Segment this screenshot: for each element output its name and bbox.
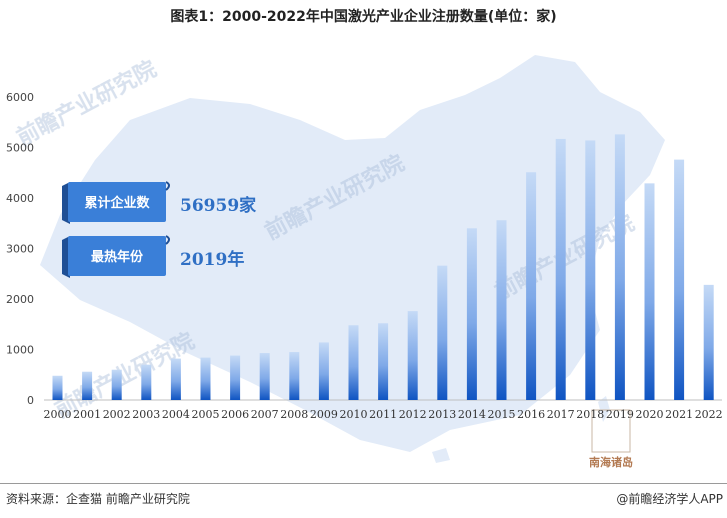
chart-title: 图表1：2000-2022年中国激光产业企业注册数量(单位：家) [170,9,557,25]
x-tick-label: 2003 [132,408,160,421]
x-tick-label: 2020 [636,408,664,421]
y-tick-label: 3000 [6,243,34,256]
bar-2012 [407,311,418,400]
x-tick-label: 2004 [162,408,190,421]
bar-2000 [52,375,63,400]
badge-hottest-year [68,236,166,276]
x-tick-label: 2008 [280,408,308,421]
x-tick-label: 2021 [665,408,693,421]
x-tick-label: 2017 [547,408,575,421]
bar-2010 [348,325,359,400]
bar-2013 [437,265,448,400]
y-axis: 0 1000 2000 3000 4000 5000 6000 [6,91,34,407]
x-tick-label: 2000 [44,408,72,421]
credit-note: @前瞻经济学人APP [616,492,723,506]
stat-cumulative: 累计企业数 56959家 [62,181,256,224]
y-tick-label: 0 [27,394,34,407]
x-tick-label: 2012 [399,408,427,421]
bar-2020 [644,183,655,400]
bar-2022 [703,284,714,400]
bar-chart: 南海诸岛 前瞻产业研究院 前瞻产业研究院 前瞻产业研究院 前瞻产业研究院 010… [6,55,723,469]
stat-label-hottest-year: 最热年份 [91,249,144,265]
x-tick-label: 2015 [488,408,516,421]
bars [52,134,714,401]
x-tick-label: 2022 [695,408,723,421]
y-tick-label: 4000 [6,192,34,205]
x-tick-label: 2006 [221,408,249,421]
bar-2018 [585,140,596,400]
badge-cumulative [68,182,166,222]
y-tick-label: 1000 [6,344,34,357]
x-tick-label: 2018 [576,408,604,421]
bar-2016 [526,172,537,400]
bar-2014 [466,228,477,400]
hainan-island [432,448,450,463]
x-tick-label: 2019 [606,408,634,421]
bar-2007 [259,353,270,400]
bar-2003 [141,364,152,400]
y-tick-label: 6000 [6,91,34,104]
bar-2009 [318,342,329,400]
x-axis: 2000 2001 2002 2003 2004 2005 2006 2007 2008 2009… [44,408,723,421]
source-note: 资料来源：企查猫 前瞻产业研究院 [6,492,190,506]
bar-2017 [555,138,566,401]
south-china-sea-label: 南海诸岛 [589,455,633,469]
x-tick-label: 2011 [369,408,397,421]
x-tick-label: 2014 [458,408,486,421]
south-china-sea-inset [591,409,631,453]
bar-2021 [674,159,685,400]
china-map-silhouette [40,55,665,452]
stat-hottest-year: 最热年份 2019年 [62,235,244,278]
x-tick-label: 2007 [251,408,279,421]
bar-2019 [614,134,625,400]
x-tick-label: 2016 [517,408,545,421]
bar-2006 [230,355,241,400]
bar-2015 [496,220,507,400]
y-tick-label: 5000 [6,142,34,155]
bar-2011 [378,323,389,400]
footer-divider [0,483,727,484]
x-tick-label: 2005 [192,408,220,421]
bar-2001 [82,371,93,400]
stat-value-hottest-year: 2019年 [180,249,244,270]
x-tick-label: 2001 [73,408,101,421]
stat-value-cumulative: 56959家 [180,195,256,216]
badge-curl-icon [165,235,170,245]
x-tick-label: 2009 [310,408,338,421]
badge-curl-icon [165,181,170,191]
bar-2002 [111,369,122,400]
stat-label-cumulative: 累计企业数 [84,195,150,211]
taiwan-island [598,396,610,422]
x-tick-label: 2013 [428,408,456,421]
x-tick-label: 2002 [103,408,131,421]
bar-2004 [170,358,181,400]
x-tick-label: 2010 [340,408,368,421]
y-tick-label: 2000 [6,293,34,306]
bar-2008 [289,352,300,400]
bar-2005 [200,357,211,400]
